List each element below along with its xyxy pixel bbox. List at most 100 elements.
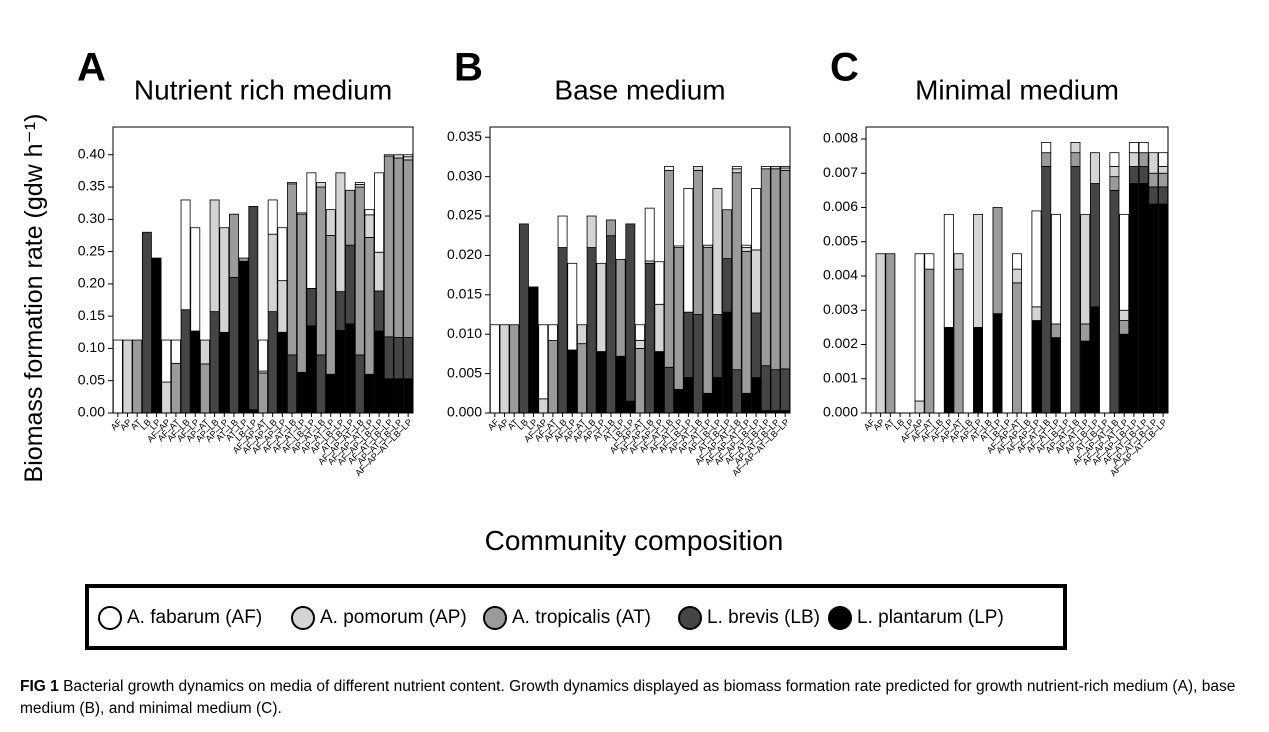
bar-segment <box>325 235 336 375</box>
bar-segment <box>780 169 791 370</box>
panel-title: Minimal medium <box>915 74 1119 105</box>
bar-segment <box>393 378 404 414</box>
bar-segment <box>170 339 181 364</box>
bar-segment <box>258 339 268 372</box>
y-tick-label: 0.35 <box>78 178 105 194</box>
bar-segment <box>393 157 404 338</box>
bar-segment <box>731 165 742 170</box>
bar-segment <box>209 199 220 313</box>
bar-segment <box>712 188 723 315</box>
plot-frame <box>112 126 414 414</box>
bar-segment <box>354 186 365 356</box>
bar-segment <box>760 165 771 170</box>
bar-segment <box>1012 268 1022 284</box>
bar-segment <box>731 172 742 371</box>
bar-segment <box>354 182 365 185</box>
bar-segment <box>1089 152 1100 184</box>
y-tick-label: 0.003 <box>823 301 858 317</box>
bar-segment <box>296 212 307 215</box>
bar-segment <box>770 369 781 412</box>
bar-segment <box>702 247 713 394</box>
bar-segment <box>760 168 771 367</box>
bar-segment <box>557 215 568 248</box>
bar-segment <box>1119 320 1130 335</box>
bar-segment <box>567 262 578 351</box>
y-tick-label: 0.020 <box>447 246 482 262</box>
y-tick-label: 0.000 <box>823 404 858 420</box>
bar-segment <box>325 209 336 236</box>
bar-segment <box>267 233 278 313</box>
y-tick-label: 0.015 <box>447 286 482 302</box>
bar-segment <box>644 207 655 262</box>
bar-segment <box>712 314 723 378</box>
bar-segment <box>914 253 925 402</box>
bar-segment <box>296 213 307 373</box>
bar-segment <box>287 354 297 414</box>
y-tick-label: 0.025 <box>447 207 482 223</box>
bar-segment <box>780 368 791 412</box>
plot-frame <box>865 126 1169 414</box>
bar-segment <box>1158 186 1169 205</box>
bar-segment <box>770 168 781 371</box>
bar-segment <box>1041 142 1052 154</box>
legend-label: L. brevis (LB) <box>707 607 820 628</box>
bar-segment <box>702 392 713 414</box>
y-tick-label: 0.005 <box>447 364 482 380</box>
bar-segment <box>547 340 558 414</box>
bar-segment <box>751 377 762 414</box>
bar-segment <box>229 213 239 278</box>
panel-title: Nutrient rich medium <box>134 74 392 105</box>
bar-segment <box>1080 340 1091 414</box>
bar-segment <box>248 206 259 411</box>
bar-segment <box>132 339 143 414</box>
bar-segment <box>296 371 307 414</box>
bar-segment <box>683 377 694 414</box>
bar-segment <box>1109 189 1120 414</box>
y-tick-label: 0.035 <box>447 128 482 144</box>
bar-segment <box>615 355 626 414</box>
bar-segment <box>751 249 762 314</box>
bar-segment <box>1012 282 1022 414</box>
bar-segment <box>306 287 317 327</box>
bar-segment <box>374 172 385 253</box>
panel-letter: A <box>77 46 106 90</box>
bar-segment <box>161 381 172 414</box>
y-tick-label: 0.30 <box>78 210 105 226</box>
legend-marker <box>291 606 315 630</box>
bar-segment <box>151 257 162 414</box>
bar-segment <box>1070 142 1081 154</box>
bar-segment <box>238 257 249 262</box>
bar-segment <box>538 398 549 414</box>
bar-segment <box>267 311 278 414</box>
bar-segment <box>345 189 356 246</box>
bar-segment <box>722 258 733 313</box>
bar-segment <box>199 363 210 414</box>
bar-segment <box>335 291 346 331</box>
bar-segment <box>654 303 665 352</box>
bar-segment <box>625 223 636 402</box>
bar-segment <box>596 351 607 414</box>
y-tick-label: 0.000 <box>447 404 482 420</box>
legend-marker <box>828 606 852 630</box>
bar-segment <box>1070 165 1081 414</box>
bar-segment <box>722 209 733 259</box>
bar-segment <box>122 339 133 414</box>
bar-segment <box>751 188 762 251</box>
bar-segment <box>693 314 704 414</box>
bar-segment <box>306 172 317 289</box>
legend-label: A. pomorum (AP) <box>320 607 467 628</box>
y-tick-label: 0.006 <box>823 198 858 214</box>
bar-segment <box>1138 165 1149 184</box>
bar-segment <box>780 165 791 169</box>
bar-segment <box>538 324 549 400</box>
bar-segment <box>635 324 645 341</box>
bar-segment <box>606 219 616 237</box>
bar-segment <box>403 156 414 161</box>
bar-segment <box>393 337 404 380</box>
bar-segment <box>374 290 385 332</box>
legend-box <box>85 584 1067 650</box>
y-tick-label: 0.002 <box>823 335 858 351</box>
bar-segment <box>673 388 684 414</box>
bar-segment <box>693 169 704 315</box>
bar-segment <box>393 154 404 159</box>
